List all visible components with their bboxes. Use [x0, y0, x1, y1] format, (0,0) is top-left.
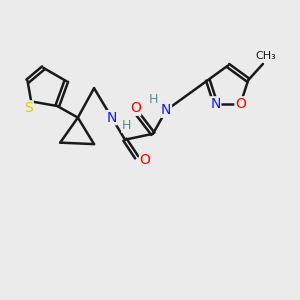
- Text: O: O: [235, 97, 246, 111]
- Text: CH₃: CH₃: [255, 51, 276, 61]
- Text: N: N: [210, 97, 221, 111]
- Text: O: O: [140, 153, 150, 167]
- Text: N: N: [161, 103, 171, 117]
- Text: H: H: [148, 93, 158, 106]
- Text: H: H: [122, 119, 131, 132]
- Text: N: N: [106, 111, 117, 124]
- Text: S: S: [24, 101, 33, 115]
- Text: O: O: [130, 101, 141, 115]
